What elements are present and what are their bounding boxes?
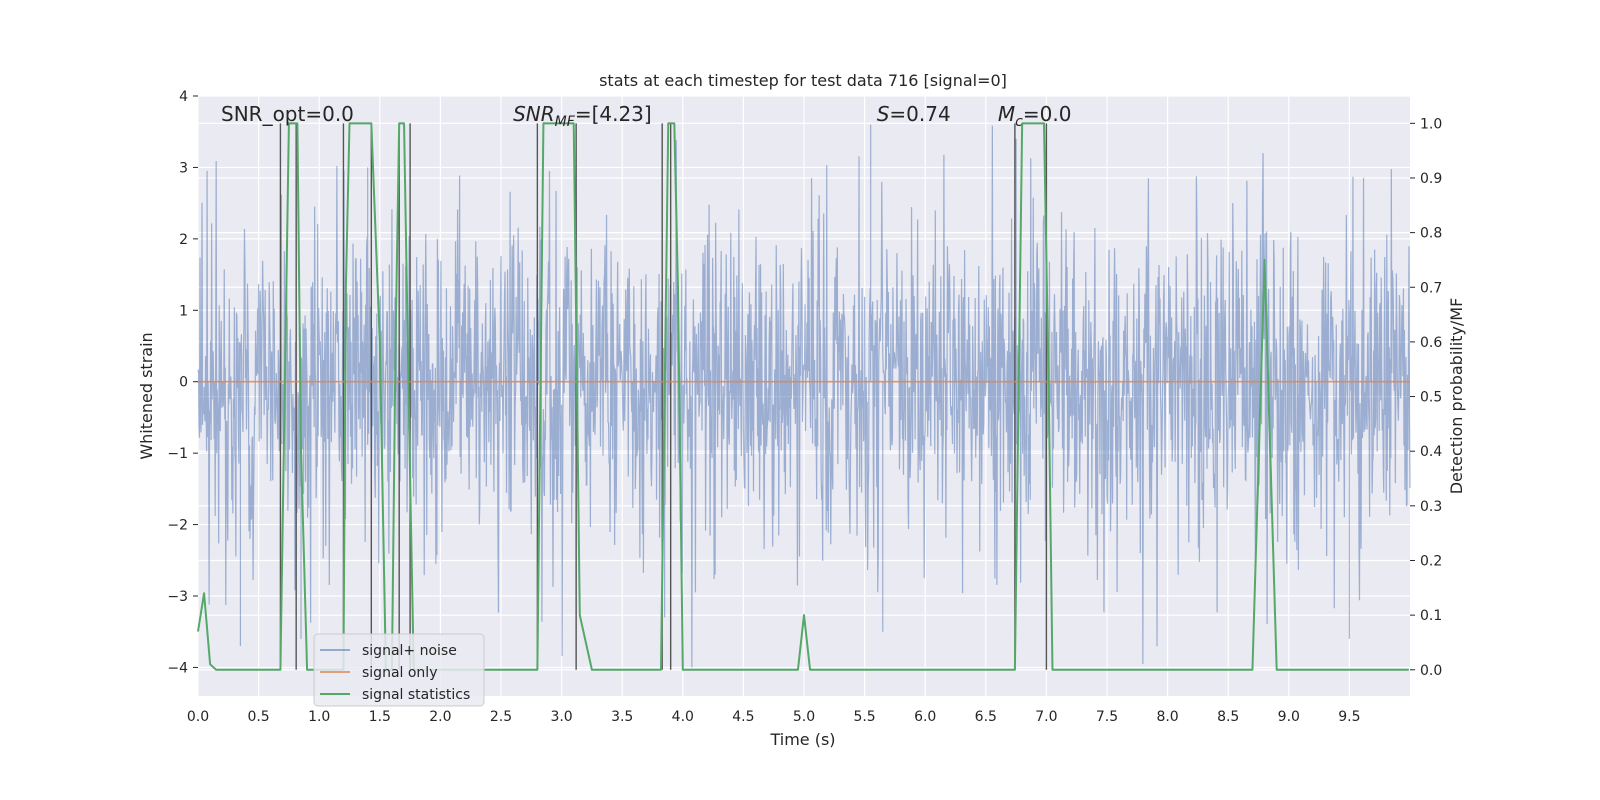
x-tick-label: 4.5 — [732, 709, 754, 725]
x-tick-label: 4.0 — [672, 709, 694, 725]
x-tick-label: 0.0 — [187, 709, 209, 725]
y-tick-label: 1 — [179, 303, 188, 319]
y-tick-label: 3 — [179, 160, 188, 176]
x-tick-label: 5.5 — [853, 709, 875, 725]
y2-tick-label: 1.0 — [1420, 116, 1442, 132]
legend-label-signal-statistics: signal statistics — [362, 687, 470, 703]
line-series — [197, 122, 1410, 671]
chart-title: stats at each timestep for test data 716… — [599, 71, 1007, 90]
y-tick-label: −3 — [167, 589, 188, 605]
annotation-text: S=0.74 — [877, 102, 951, 126]
y2-tick-label: 0.1 — [1420, 608, 1442, 624]
y2-tick-label: 0.9 — [1420, 171, 1442, 187]
x-tick-label: 1.5 — [369, 709, 391, 725]
legend: signal+ noise signal only signal statist… — [313, 633, 485, 707]
y-tick-label: −1 — [167, 446, 188, 462]
x-tick-label: 8.5 — [1217, 709, 1239, 725]
y2-tick-label: 0.3 — [1420, 499, 1442, 515]
x-tick-label: 7.5 — [1096, 709, 1118, 725]
y2-tick-label: 0.5 — [1420, 390, 1442, 406]
x-tick-label: 0.5 — [247, 709, 269, 725]
y2-tick-label: 0.6 — [1420, 335, 1442, 351]
y2-tick-label: 0.0 — [1420, 663, 1442, 679]
x-axis-label: Time (s) — [769, 730, 835, 749]
legend-label-signal-only: signal only — [362, 665, 437, 681]
annotation-text: SNR_opt=0.0 — [221, 102, 354, 126]
y2-tick-label: 0.2 — [1420, 553, 1442, 569]
legend-box — [313, 633, 485, 707]
y2-axis-label: Detection probability/MF — [1447, 298, 1466, 495]
y-tick-label: −4 — [167, 660, 188, 676]
x-tick-label: 9.0 — [1278, 709, 1300, 725]
x-tick-label: 6.0 — [914, 709, 936, 725]
x-tick-label: 2.5 — [490, 709, 512, 725]
series-line-signal-statistics — [197, 122, 1409, 671]
annotation-text: SNRMF=[4.23] — [513, 102, 652, 130]
y2-tick-label: 0.7 — [1420, 280, 1442, 296]
y-tick-label: 2 — [179, 232, 188, 248]
y2-tick-label: 0.8 — [1420, 226, 1442, 242]
y-tick-label: 4 — [179, 89, 188, 105]
x-tick-label: 1.0 — [308, 709, 330, 725]
x-tick-label: 5.0 — [793, 709, 815, 725]
annotations: SNR_opt=0.0 SNRMF=[4.23] S=0.74 Mc=0.0 — [221, 102, 1071, 130]
x-tick-label: 6.5 — [975, 709, 997, 725]
y-tick-label: −2 — [167, 518, 188, 534]
x-tick-label: 7.0 — [1035, 709, 1057, 725]
y2-tick-label: 0.4 — [1420, 444, 1442, 460]
x-tick-label: 3.5 — [611, 709, 633, 725]
x-tick-label: 3.0 — [550, 709, 572, 725]
tick-labels: 0.0 0.5 1.0 1.5 2.0 2.5 3.0 3.5 4.0 4.5 5.0 5.5 6.0 6… — [167, 89, 1442, 725]
x-tick-label: 9.5 — [1338, 709, 1360, 725]
y-axis-label: Whitened strain — [137, 332, 156, 459]
legend-label-signal-plus-noise: signal+ noise — [362, 643, 457, 659]
x-tick-label: 8.0 — [1156, 709, 1178, 725]
y-tick-label: 0 — [179, 375, 188, 391]
x-tick-label: 2.0 — [429, 709, 451, 725]
annotation-text: Mc=0.0 — [998, 102, 1072, 130]
